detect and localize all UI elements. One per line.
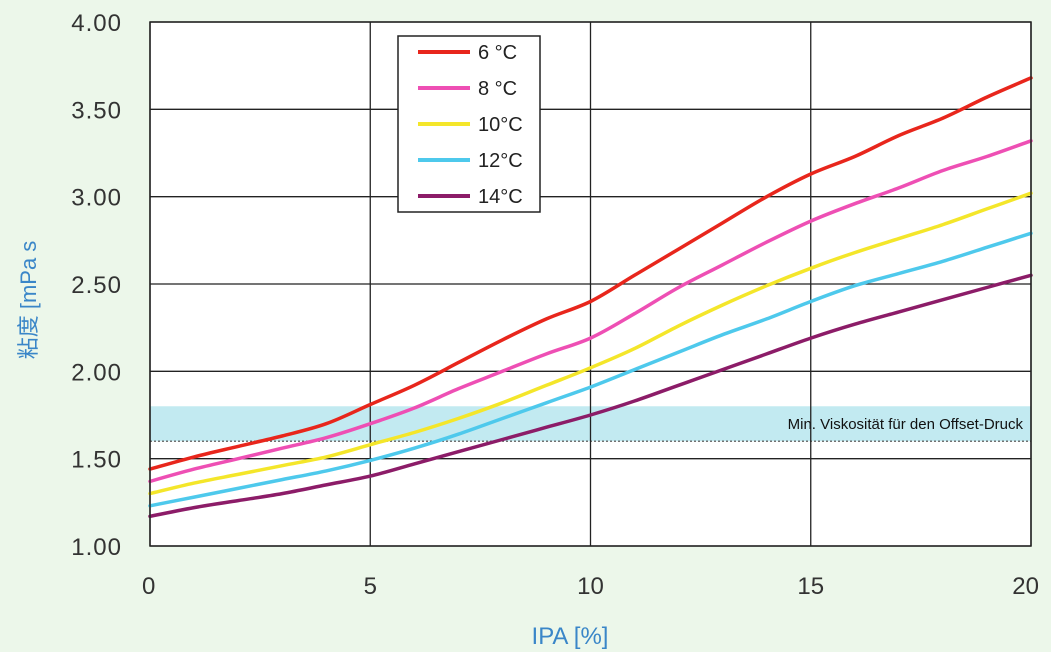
y-tick-label-6: 4.00	[71, 10, 122, 37]
series-layer	[148, 76, 1033, 519]
legend-label-4: 14°C	[478, 186, 523, 208]
y-tick-label-0: 1.00	[71, 534, 122, 561]
series-line-1	[148, 139, 1033, 484]
series-line-0	[148, 76, 1033, 471]
x-tick-label-2: 10	[577, 573, 604, 600]
x-tick-label-3: 15	[797, 573, 824, 600]
x-tick-label-1: 5	[364, 573, 377, 600]
plot-frame	[149, 21, 1032, 547]
series-line-2	[148, 191, 1033, 496]
y-tick-label-5: 3.50	[71, 97, 122, 124]
y-tick-label-3: 2.50	[71, 272, 122, 299]
x-axis-label: IPA [%]	[532, 623, 609, 650]
legend-label-2: 10°C	[478, 114, 523, 136]
series-line-3	[148, 231, 1033, 508]
y-tick-label-1: 1.50	[71, 447, 122, 474]
x-tick-label-0: 0	[142, 573, 155, 600]
y-axis-label: 粘度 [mPa s	[16, 241, 41, 360]
y-tick-labels: 1.00 1.50 2.00 2.50 3.00 3.50 4.00	[71, 10, 122, 561]
legend-label-0: 6 °C	[478, 42, 517, 64]
x-tick-labels: 0 5 10 15 20	[142, 573, 1039, 600]
legend: 6 °C 8 °C 10°C 12°C 14°C	[397, 35, 541, 213]
legend-label-3: 12°C	[478, 150, 523, 172]
min-viscosity-label: Min. Viskosität für den Offset-Druck	[788, 416, 1024, 433]
legend-label-1: 8 °C	[478, 78, 517, 100]
series-line-4	[148, 273, 1033, 519]
y-tick-label-2: 2.00	[71, 359, 122, 386]
x-tick-label-4: 20	[1012, 573, 1039, 600]
y-tick-label-4: 3.00	[71, 185, 122, 212]
